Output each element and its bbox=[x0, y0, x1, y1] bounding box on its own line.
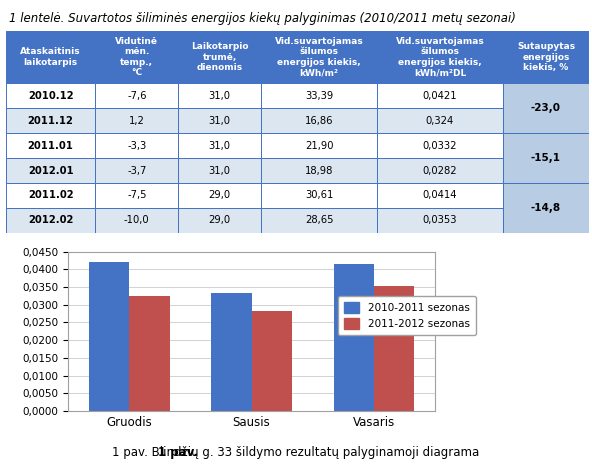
Bar bbox=[261, 83, 377, 108]
Text: -15,1: -15,1 bbox=[531, 153, 561, 163]
Text: -10,0: -10,0 bbox=[124, 215, 150, 225]
Bar bbox=[261, 208, 377, 233]
Bar bbox=[129, 296, 170, 411]
Bar bbox=[261, 183, 377, 208]
Bar bbox=[261, 108, 377, 133]
Bar bbox=[261, 31, 377, 84]
Bar bbox=[95, 208, 178, 233]
Bar bbox=[374, 286, 414, 411]
Bar bbox=[377, 31, 503, 84]
Bar bbox=[178, 158, 261, 183]
Text: Vidutinė
mėn.
temp.,
°C: Vidutinė mėn. temp., °C bbox=[115, 37, 158, 77]
Text: 33,39: 33,39 bbox=[305, 91, 333, 101]
Bar bbox=[503, 84, 589, 133]
Text: Vid.suvartojamas
šilumos
energijos kiekis,
kWh/m²: Vid.suvartojamas šilumos energijos kieki… bbox=[275, 37, 363, 77]
Bar bbox=[95, 183, 178, 208]
Bar bbox=[178, 133, 261, 158]
Text: -3,3: -3,3 bbox=[127, 141, 146, 151]
Bar bbox=[333, 265, 374, 411]
Text: 16,86: 16,86 bbox=[305, 116, 333, 126]
Bar bbox=[377, 208, 503, 233]
Bar bbox=[178, 31, 261, 84]
Text: 2011.02: 2011.02 bbox=[28, 190, 73, 200]
Text: -14,8: -14,8 bbox=[531, 203, 561, 213]
Bar bbox=[211, 294, 252, 411]
Text: 31,0: 31,0 bbox=[208, 116, 231, 126]
Bar bbox=[261, 158, 377, 183]
Bar bbox=[95, 133, 178, 158]
Text: 0,0332: 0,0332 bbox=[423, 141, 457, 151]
Text: 1,2: 1,2 bbox=[129, 116, 144, 126]
Bar bbox=[261, 133, 377, 158]
Text: Ataskaitinis
laikotarpis: Ataskaitinis laikotarpis bbox=[20, 48, 81, 67]
Text: 2011.12: 2011.12 bbox=[28, 116, 73, 126]
Text: 0,0421: 0,0421 bbox=[423, 91, 457, 101]
Bar bbox=[6, 183, 95, 208]
Text: 1 lentelė. Suvartotos šiliminės energijos kiekų palyginimas (2010/2011 metų sezo: 1 lentelė. Suvartotos šiliminės energijo… bbox=[9, 12, 516, 25]
Bar bbox=[178, 208, 261, 233]
Bar bbox=[503, 31, 589, 84]
Text: 1 pav. Blindžių g. 33 šildymo rezultatų palyginamoji diagrama: 1 pav. Blindžių g. 33 šildymo rezultatų … bbox=[112, 446, 480, 459]
Text: 2012.02: 2012.02 bbox=[28, 215, 73, 225]
Text: 2012.01: 2012.01 bbox=[28, 165, 73, 175]
Text: 29,0: 29,0 bbox=[208, 190, 231, 200]
Bar bbox=[95, 31, 178, 84]
Text: 0,0414: 0,0414 bbox=[423, 190, 457, 200]
Text: 0,0353: 0,0353 bbox=[423, 215, 457, 225]
Bar bbox=[377, 183, 503, 208]
Bar bbox=[377, 133, 503, 158]
Text: 31,0: 31,0 bbox=[208, 91, 231, 101]
Text: 18,98: 18,98 bbox=[305, 165, 333, 175]
Bar bbox=[252, 311, 292, 411]
Text: 2010.12: 2010.12 bbox=[28, 91, 73, 101]
Text: 2011.01: 2011.01 bbox=[28, 141, 73, 151]
Bar bbox=[377, 108, 503, 133]
Text: 1 pav.: 1 pav. bbox=[159, 446, 198, 459]
Text: 28,65: 28,65 bbox=[305, 215, 333, 225]
Text: -7,6: -7,6 bbox=[127, 91, 147, 101]
Text: Vid.suvartojamas
šilumos
energijos kiekis,
kWh/m²DL: Vid.suvartojamas šilumos energijos kieki… bbox=[395, 37, 484, 77]
Text: Laikotarpio
trumė,
dienomis: Laikotarpio trumė, dienomis bbox=[191, 42, 249, 72]
Text: -23,0: -23,0 bbox=[531, 103, 561, 113]
Bar bbox=[377, 83, 503, 108]
Bar bbox=[6, 31, 95, 84]
Bar bbox=[6, 158, 95, 183]
Text: 30,61: 30,61 bbox=[305, 190, 333, 200]
Bar bbox=[377, 158, 503, 183]
Bar bbox=[503, 183, 589, 233]
Text: 0,0282: 0,0282 bbox=[423, 165, 457, 175]
Text: 31,0: 31,0 bbox=[208, 165, 231, 175]
Bar bbox=[6, 83, 95, 108]
Bar bbox=[178, 108, 261, 133]
Text: 0,324: 0,324 bbox=[426, 116, 454, 126]
Bar bbox=[178, 183, 261, 208]
Text: Sutaupytas
energijos
kiekis, %: Sutaupytas energijos kiekis, % bbox=[517, 42, 575, 72]
Bar bbox=[178, 83, 261, 108]
Bar bbox=[95, 158, 178, 183]
Text: -3,7: -3,7 bbox=[127, 165, 146, 175]
Text: -7,5: -7,5 bbox=[127, 190, 147, 200]
Text: 31,0: 31,0 bbox=[208, 141, 231, 151]
Text: 21,90: 21,90 bbox=[305, 141, 333, 151]
Legend: 2010-2011 sezonas, 2011-2012 sezonas: 2010-2011 sezonas, 2011-2012 sezonas bbox=[337, 296, 476, 335]
Bar bbox=[503, 133, 589, 183]
Bar bbox=[6, 108, 95, 133]
Bar bbox=[95, 83, 178, 108]
Bar bbox=[6, 133, 95, 158]
Bar bbox=[6, 208, 95, 233]
Bar bbox=[89, 262, 129, 411]
Text: 29,0: 29,0 bbox=[208, 215, 231, 225]
Bar bbox=[95, 108, 178, 133]
